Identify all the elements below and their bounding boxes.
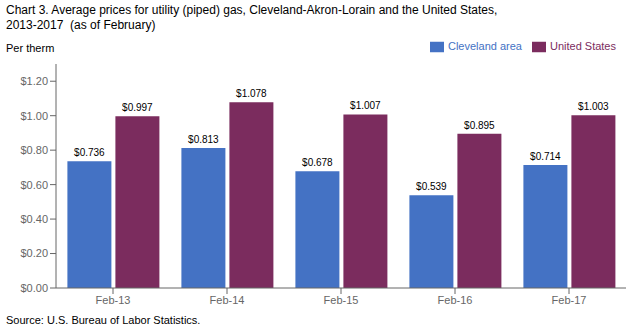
svg-text:$0.20: $0.20 bbox=[20, 247, 48, 259]
svg-text:$0.40: $0.40 bbox=[20, 213, 48, 225]
html-text:2013-2017 (as of February): 2013-2017 (as of February) bbox=[6, 18, 156, 32]
svg-text:Feb-16: Feb-16 bbox=[438, 294, 473, 306]
svg-text:Feb-17: Feb-17 bbox=[552, 294, 587, 306]
svg-text:$1.007: $1.007 bbox=[350, 100, 381, 111]
html-text:Chart 3. Average prices for ut: Chart 3. Average prices for utility (pip… bbox=[6, 3, 498, 17]
svg-text:$1.078: $1.078 bbox=[236, 88, 267, 99]
svg-text:$0.813: $0.813 bbox=[188, 134, 219, 145]
html-text:United States: United States bbox=[550, 40, 616, 52]
svg-text:$0.80: $0.80 bbox=[20, 144, 48, 156]
svg-text:$1.003: $1.003 bbox=[578, 101, 609, 112]
svg-text:$0.895: $0.895 bbox=[464, 120, 495, 131]
html-text:Cleveland area: Cleveland area bbox=[448, 40, 522, 52]
svg-text:$0.00: $0.00 bbox=[20, 282, 48, 294]
svg-text:Feb-15: Feb-15 bbox=[324, 294, 359, 306]
svg-text:$0.997: $0.997 bbox=[122, 102, 153, 113]
svg-text:$1.20: $1.20 bbox=[20, 75, 48, 87]
svg-text:$0.714: $0.714 bbox=[530, 151, 561, 162]
svg-text:Feb-14: Feb-14 bbox=[210, 294, 245, 306]
svg-text:$0.678: $0.678 bbox=[302, 157, 333, 168]
html-text:Per therm: Per therm bbox=[6, 42, 55, 54]
svg-text:Feb-13: Feb-13 bbox=[96, 294, 131, 306]
svg-text:$0.60: $0.60 bbox=[20, 179, 48, 191]
html-text:Source: U.S. Bureau of Labor S: Source: U.S. Bureau of Labor Statistics. bbox=[6, 314, 201, 326]
svg-text:$1.00: $1.00 bbox=[20, 110, 48, 122]
svg-text:$0.539: $0.539 bbox=[416, 181, 447, 192]
svg-text:$0.736: $0.736 bbox=[74, 147, 105, 158]
